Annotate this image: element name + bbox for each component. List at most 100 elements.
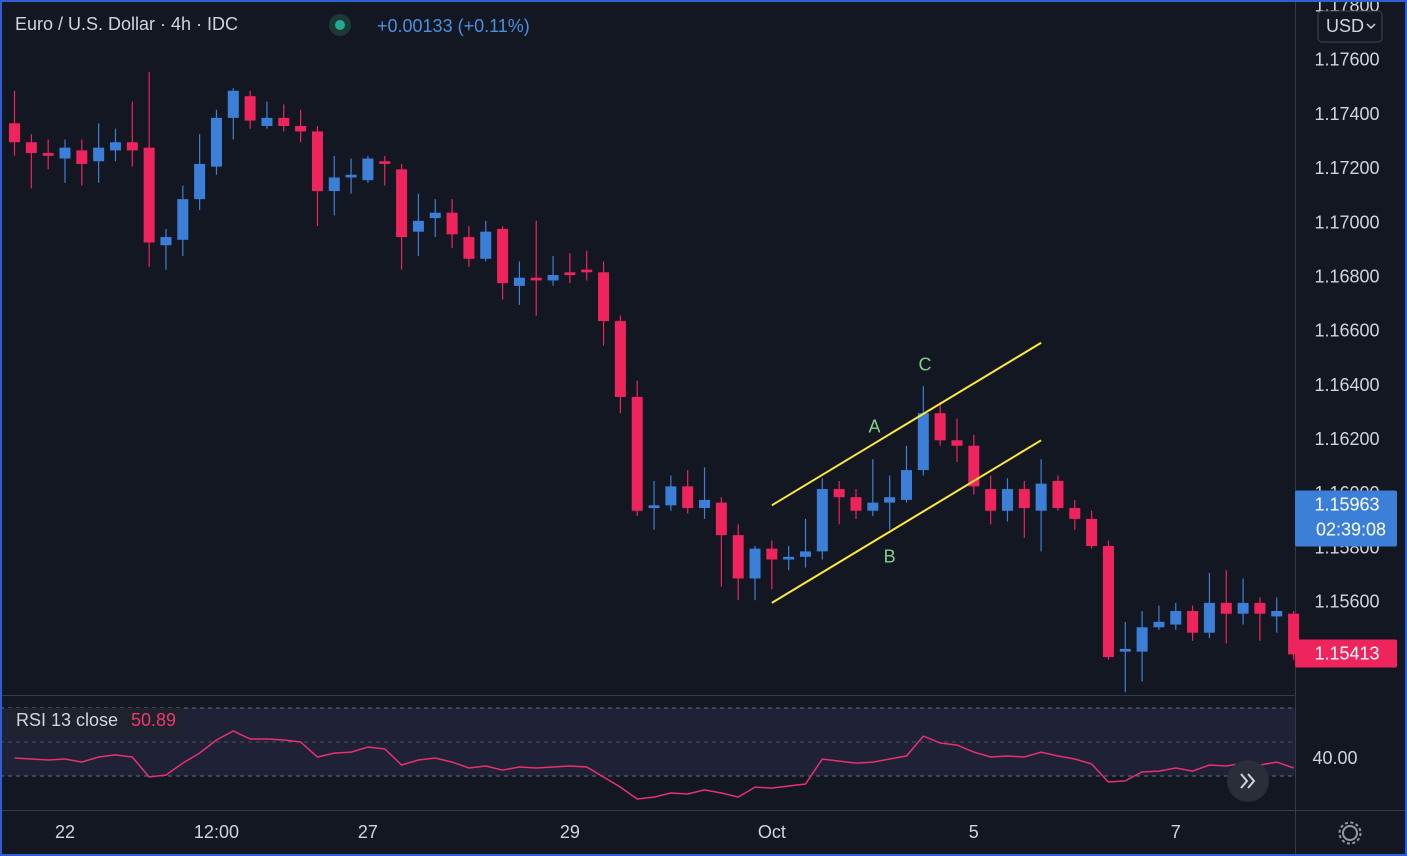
candle-body <box>261 117 273 126</box>
currency-button[interactable] <box>1317 10 1383 43</box>
price-marker <box>1295 639 1397 668</box>
y-tick-label: 1.17400 <box>1314 104 1379 124</box>
candle-body <box>362 158 374 181</box>
settings-teeth <box>1338 821 1362 845</box>
candle-body <box>177 199 189 240</box>
candle-body <box>295 125 307 132</box>
candle-body <box>1153 621 1165 628</box>
candle-body <box>884 497 896 503</box>
candle-body <box>93 147 105 162</box>
x-tick-label: 29 <box>560 822 580 842</box>
candle-body <box>311 131 323 192</box>
candle-body <box>1254 602 1266 614</box>
candle-body <box>76 150 88 164</box>
candle-body <box>1069 508 1081 519</box>
candle-body <box>850 497 862 511</box>
x-tick-label: 7 <box>1171 822 1181 842</box>
candle-body <box>783 556 795 560</box>
candle-body <box>648 505 660 509</box>
candle-body <box>900 470 912 500</box>
candle-body <box>160 237 172 246</box>
candle-body <box>581 269 593 273</box>
candle-body <box>463 237 475 259</box>
candle-body <box>1018 489 1030 509</box>
y-tick-label: 1.15600 <box>1314 592 1379 612</box>
y-tick-label: 1.16600 <box>1314 321 1379 341</box>
candle-body <box>1102 545 1114 658</box>
candle-body <box>1271 611 1283 617</box>
candle-body <box>1220 602 1232 614</box>
symbol-title: Euro / U.S. Dollar · 4h · IDC <box>15 14 238 34</box>
x-tick-label: 22 <box>55 822 75 842</box>
candle-body <box>598 272 610 322</box>
currency[interactable]: USD <box>1326 16 1364 36</box>
overlay: Euro / U.S. Dollar · 4h · IDC +0.00133 (… <box>8 10 1383 845</box>
candle-body <box>1187 611 1199 633</box>
candle-body <box>194 163 206 200</box>
candle-body <box>614 321 626 397</box>
candle-body <box>732 535 744 579</box>
settings-icon <box>1342 825 1358 841</box>
candle-body <box>126 142 138 151</box>
candle-body <box>800 551 812 557</box>
candle-body <box>1119 648 1131 652</box>
candle-body <box>1237 602 1249 614</box>
candle-body <box>985 489 997 511</box>
rsi-title: RSI 13 close <box>16 710 118 730</box>
candle-body <box>412 220 424 232</box>
annotation-label: C <box>919 355 932 375</box>
x-tick-label: 5 <box>969 822 979 842</box>
candle-body <box>530 277 542 281</box>
candle-body <box>210 117 222 167</box>
rsi-legend-bg <box>8 708 182 735</box>
candle-body <box>833 489 845 498</box>
price-marker <box>1295 490 1397 547</box>
price-change: +0.00133 (+0.11%) <box>377 16 530 36</box>
candle-body <box>951 440 963 446</box>
trendline <box>771 439 1042 604</box>
candle-body <box>278 117 290 126</box>
y-tick-label: 1.16800 <box>1314 266 1379 286</box>
candle-body <box>766 548 778 560</box>
candle-body <box>1035 483 1047 511</box>
candle-body <box>1170 611 1182 625</box>
y-tick-label: 1.16400 <box>1314 375 1379 395</box>
candle-body <box>109 142 121 151</box>
candle-body <box>379 161 391 164</box>
rsi-band <box>0 708 1295 777</box>
candle-body <box>968 445 980 487</box>
candle-body <box>25 142 37 154</box>
settings-button[interactable] <box>1338 821 1362 845</box>
candle-body <box>749 548 761 579</box>
x-tick-label: 27 <box>358 822 378 842</box>
annotation-label: B <box>884 547 896 567</box>
x-tick-label: 12:00 <box>194 822 239 842</box>
candle-body <box>59 147 71 159</box>
candle-body <box>513 277 525 286</box>
candle-body <box>867 502 879 511</box>
candle-body <box>934 413 946 441</box>
trendline <box>771 341 1042 507</box>
status-dot <box>335 20 345 30</box>
rsi-line <box>14 730 1294 800</box>
candle-body <box>1288 613 1300 655</box>
candle-body <box>42 153 54 156</box>
candle-body <box>1136 627 1148 652</box>
price-marker-label: 1.15413 <box>1314 643 1379 663</box>
y-tick-label: 1.16200 <box>1314 429 1379 449</box>
candle-body <box>682 486 694 509</box>
candle-body <box>1052 480 1064 509</box>
candle-body <box>665 486 677 506</box>
candle-body <box>715 502 727 536</box>
price-marker-label: 1.15963 <box>1314 494 1379 514</box>
y-tick-label: 1.17000 <box>1314 212 1379 232</box>
rsi-tick-label: 40.00 <box>1312 748 1357 768</box>
candle-body <box>446 212 458 235</box>
candle-body <box>1001 489 1013 511</box>
candle-body <box>345 174 357 178</box>
rsi-last: 50.89 <box>131 710 176 730</box>
y-tick-label: 1.17600 <box>1314 50 1379 70</box>
candle-body <box>1203 602 1215 633</box>
